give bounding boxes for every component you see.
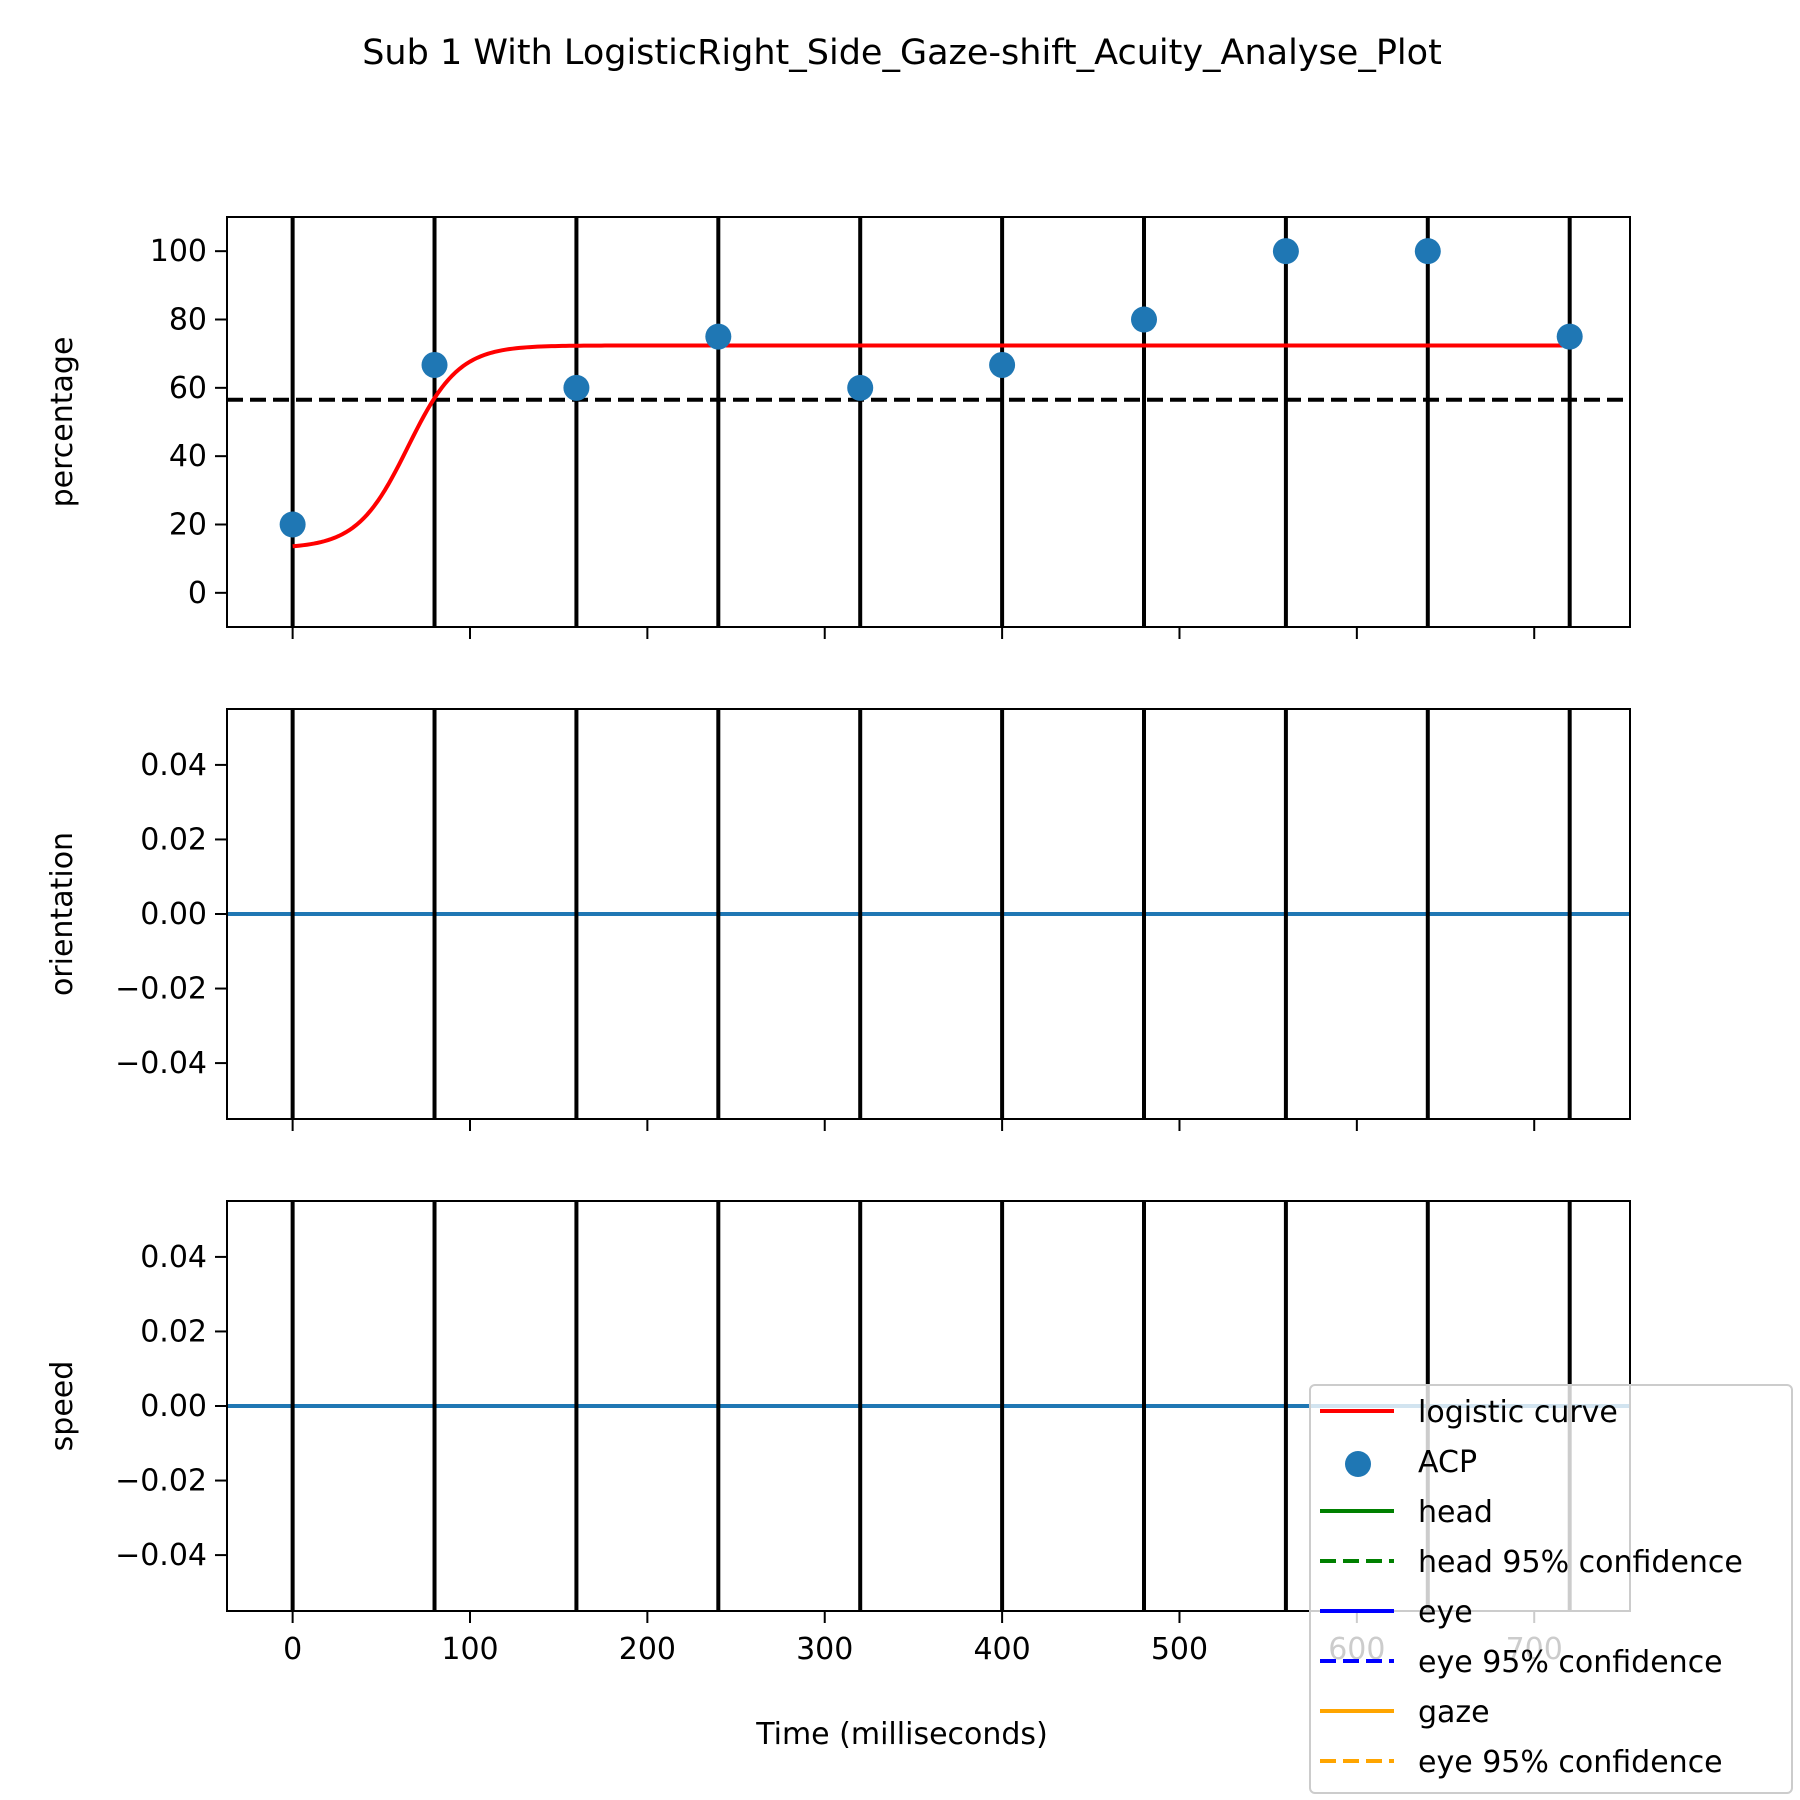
- legend-entry: eye: [1320, 1595, 1473, 1630]
- legend-label: eye 95% confidence: [1418, 1645, 1723, 1680]
- legend-label: gaze: [1418, 1695, 1490, 1730]
- x-tick-label: 500: [1151, 1632, 1208, 1667]
- figure-title: Sub 1 With LogisticRight_Side_Gaze-shift…: [362, 33, 1442, 73]
- y-tick-label: −0.04: [115, 1538, 207, 1573]
- subplot-orientation: −0.04 −0.02 0.00 0.02 0.04 orientation: [45, 708, 1631, 1131]
- y-axis-label: percentage: [45, 337, 80, 508]
- y-tick-label: 100: [150, 234, 207, 269]
- acp-point: [1414, 238, 1441, 265]
- acp-point: [1131, 306, 1158, 333]
- y-tick-label: −0.02: [115, 972, 207, 1007]
- legend-label: eye 95% confidence: [1418, 1745, 1723, 1780]
- legend-marker: [1345, 1451, 1371, 1477]
- y-axis-label: orientation: [45, 832, 80, 996]
- plot-area: [227, 217, 1630, 627]
- axes-frame: [226, 216, 1631, 628]
- legend-label: head: [1418, 1495, 1493, 1530]
- legend-entry: gaze: [1320, 1695, 1490, 1730]
- y-tick-label: 20: [169, 508, 207, 543]
- legend-label: head 95% confidence: [1418, 1545, 1743, 1580]
- legend-entry: ACP: [1345, 1445, 1477, 1480]
- legend-label: ACP: [1418, 1445, 1477, 1480]
- acp-point: [1556, 323, 1583, 350]
- y-tick-label: 80: [169, 303, 207, 338]
- legend-label: eye: [1418, 1595, 1473, 1630]
- x-axis-label: Time (milliseconds): [755, 1717, 1048, 1752]
- logistic-curve: [292, 343, 1570, 549]
- legend-entry: head: [1320, 1495, 1493, 1530]
- y-tick-label: −0.04: [115, 1046, 207, 1081]
- plot-area: [227, 709, 1630, 1119]
- x-tick-label: 200: [619, 1632, 676, 1667]
- acp-point: [1272, 238, 1299, 265]
- subplot-percentage: 0 20 40 60 80 100 percentage: [45, 216, 1631, 639]
- x-tick-label: 400: [973, 1632, 1030, 1667]
- y-tick-label: 0.00: [140, 1389, 207, 1424]
- y-tick-label: −0.02: [115, 1464, 207, 1499]
- y-tick-label: 0.04: [140, 1240, 207, 1275]
- acp-point: [989, 351, 1016, 378]
- acp-point: [279, 511, 306, 538]
- legend-entry: head 95% confidence: [1320, 1545, 1743, 1580]
- legend-entry: eye 95% confidence: [1320, 1645, 1723, 1680]
- acp-point: [705, 323, 732, 350]
- y-tick-label: 0: [188, 576, 207, 611]
- legend-entry: eye 95% confidence: [1320, 1745, 1723, 1780]
- legend-entry: logistic curve: [1320, 1395, 1618, 1430]
- y-tick-label: 0.02: [140, 1314, 207, 1349]
- y-tick-label: 0.04: [140, 748, 207, 783]
- y-tick-label: 40: [169, 439, 207, 474]
- acp-point: [563, 374, 590, 401]
- x-tick-label: 300: [796, 1632, 853, 1667]
- legend-frame: [1309, 1384, 1793, 1794]
- y-tick-label: 60: [169, 371, 207, 406]
- x-tick-label: 0: [283, 1632, 302, 1667]
- legend: logistic curve ACP head head 95% confidence…: [1309, 1384, 1793, 1794]
- legend-label: logistic curve: [1418, 1395, 1618, 1430]
- y-axis-label: speed: [45, 1361, 80, 1452]
- acp-point: [421, 351, 448, 378]
- x-tick-label: 100: [441, 1632, 498, 1667]
- y-tick-label: 0.02: [140, 822, 207, 857]
- acp-point: [847, 374, 874, 401]
- y-tick-label: 0.00: [140, 897, 207, 932]
